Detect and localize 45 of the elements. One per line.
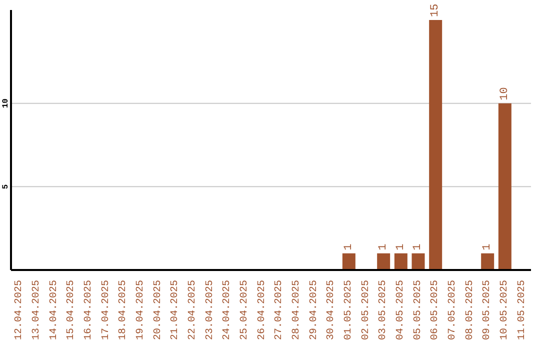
x-tick-label: 26.04.2025 [256,280,268,340]
data-label: 1 [394,243,407,250]
x-tick-label: 27.04.2025 [274,280,286,340]
x-tick-label: 09.05.2025 [482,280,494,340]
x-tick-label: 19.04.2025 [136,280,146,340]
x-tick-label: 20.04.2025 [152,280,164,340]
x-tick-label: 17.04.2025 [100,280,112,340]
x-tick-label: 15.04.2025 [66,280,78,340]
x-tick-label: 03.05.2025 [378,280,390,340]
x-tick-label: 04.05.2025 [396,280,406,340]
x-tick-label: 23.04.2025 [204,280,216,340]
x-tick-label: 22.04.2025 [188,280,198,340]
x-tick-label: 14.04.2025 [48,280,60,340]
x-tick-label: 08.05.2025 [464,280,476,340]
bar [394,253,408,270]
x-tick-label: 30.04.2025 [326,280,338,340]
x-tick-label: 02.05.2025 [360,280,372,340]
x-tick-label: 29.04.2025 [308,280,320,340]
bar [498,103,512,270]
bar [342,253,356,270]
x-tick-label: 05.05.2025 [412,280,424,340]
x-tick-label: 11.05.2025 [516,280,528,340]
data-label: 1 [378,243,390,250]
data-label: 1 [342,243,355,250]
x-tick-label: 24.04.2025 [222,280,234,340]
data-label: 1 [482,243,494,250]
x-tick-label: 12.04.2025 [14,280,26,340]
x-tick-label: 13.04.2025 [32,280,42,340]
x-tick-label: 18.04.2025 [118,280,130,340]
x-tick-label: 16.04.2025 [84,280,94,340]
x-tick-label: 28.04.2025 [292,280,302,340]
bar [412,253,425,270]
x-tick-label: 06.05.2025 [430,280,442,340]
x-tick-label: 21.04.2025 [170,280,182,340]
y-tick-label: 5 [2,184,10,190]
bar [481,253,494,270]
bar [429,20,442,270]
x-tick-label: 10.05.2025 [500,280,510,340]
data-label: 15 [430,4,442,17]
data-label: 1 [412,243,424,250]
bar [377,253,390,270]
x-tick-label: 07.05.2025 [448,280,458,340]
x-tick-label: 25.04.2025 [240,280,250,340]
data-label: 10 [498,87,511,100]
x-tick-label: 01.05.2025 [344,280,354,340]
